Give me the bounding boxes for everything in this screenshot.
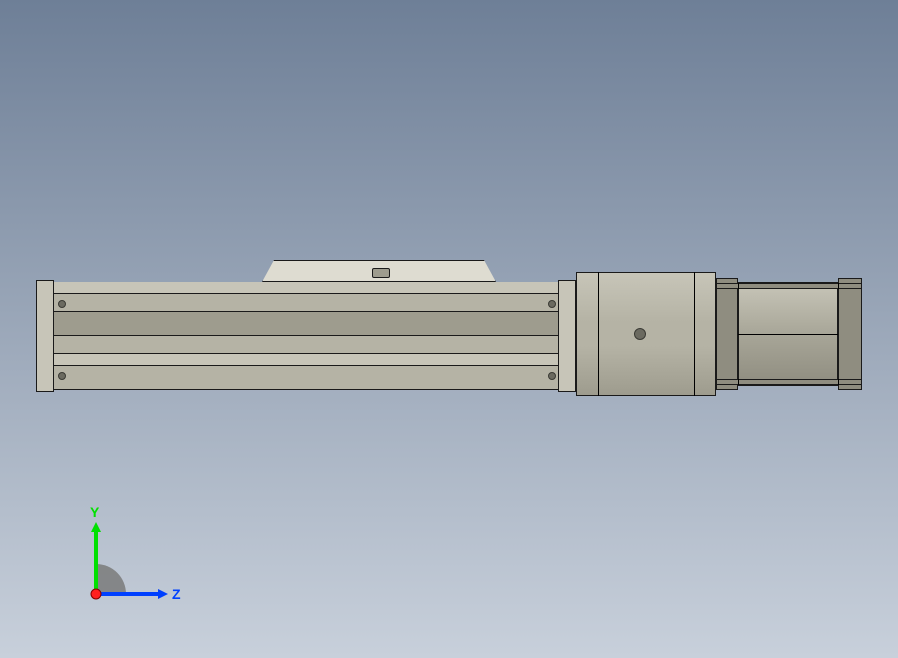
rail-groove — [37, 336, 575, 354]
coupling-block — [576, 272, 716, 396]
rail-groove — [37, 282, 575, 294]
bolt-hole — [548, 372, 556, 380]
rail-groove — [37, 294, 575, 312]
rail-endcap-right — [558, 280, 576, 392]
rail-groove — [37, 312, 575, 336]
motor-flange — [716, 278, 738, 390]
rail-groove — [37, 354, 575, 366]
axis-triad[interactable]: Y Z — [14, 512, 178, 658]
rail-endcap-left — [36, 280, 54, 392]
bolt-hole — [548, 300, 556, 308]
bolt-hole — [58, 372, 66, 380]
axis-label-z: Z — [172, 586, 181, 602]
axis-triad-svg — [14, 512, 178, 658]
axis-label-y: Y — [90, 504, 99, 520]
motor-endcap — [838, 278, 862, 390]
cad-viewport[interactable]: Y Z — [0, 0, 898, 658]
carriage-center-feature — [372, 268, 390, 278]
coupling-mount-hole — [634, 328, 646, 340]
bolt-hole — [58, 300, 66, 308]
